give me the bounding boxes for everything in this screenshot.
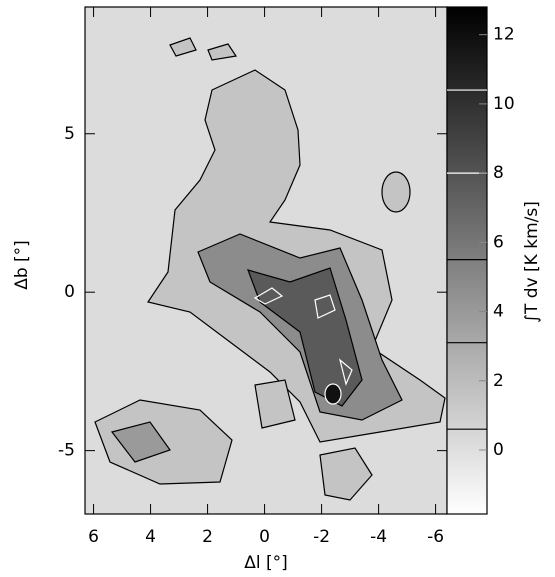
emission-region xyxy=(381,171,411,213)
x-tick-label: 2 xyxy=(202,527,213,547)
x-tick-label: 4 xyxy=(145,527,156,547)
x-axis-label: Δl [°] xyxy=(244,553,288,573)
colorbar-tick-label: 6 xyxy=(493,232,504,252)
x-tick-label: -2 xyxy=(313,527,330,547)
x-tick-label: -6 xyxy=(427,527,444,547)
y-axis-label: Δb [°] xyxy=(12,240,32,290)
colorbar xyxy=(446,6,488,515)
colorbar-tick-label: 12 xyxy=(493,25,515,45)
emission-region xyxy=(207,43,238,61)
emission-region xyxy=(247,267,363,407)
y-tick-label: 0 xyxy=(64,282,75,302)
colorbar-tick-label: 4 xyxy=(493,302,504,322)
emission-region xyxy=(110,421,171,463)
map-emission xyxy=(94,37,446,501)
y-tick-label: 5 xyxy=(64,124,75,144)
colorbar-tick-label: 2 xyxy=(493,371,504,391)
x-tick-label: 6 xyxy=(88,527,99,547)
colorbar-label: ∫T dv [K km/s] xyxy=(522,201,542,323)
emission-region xyxy=(169,37,197,57)
emission-region xyxy=(319,447,373,501)
colorbar-tick-label: 8 xyxy=(493,163,504,183)
colorbar-tick-label: 0 xyxy=(493,440,504,460)
x-tick-label: 0 xyxy=(259,527,270,547)
contour-line xyxy=(253,287,353,386)
x-tick-label: -4 xyxy=(370,527,387,547)
emission-region xyxy=(254,379,296,429)
colorbar-tick-label: 10 xyxy=(493,94,515,114)
emission-peak xyxy=(324,383,342,405)
y-tick-label: -5 xyxy=(58,441,75,461)
